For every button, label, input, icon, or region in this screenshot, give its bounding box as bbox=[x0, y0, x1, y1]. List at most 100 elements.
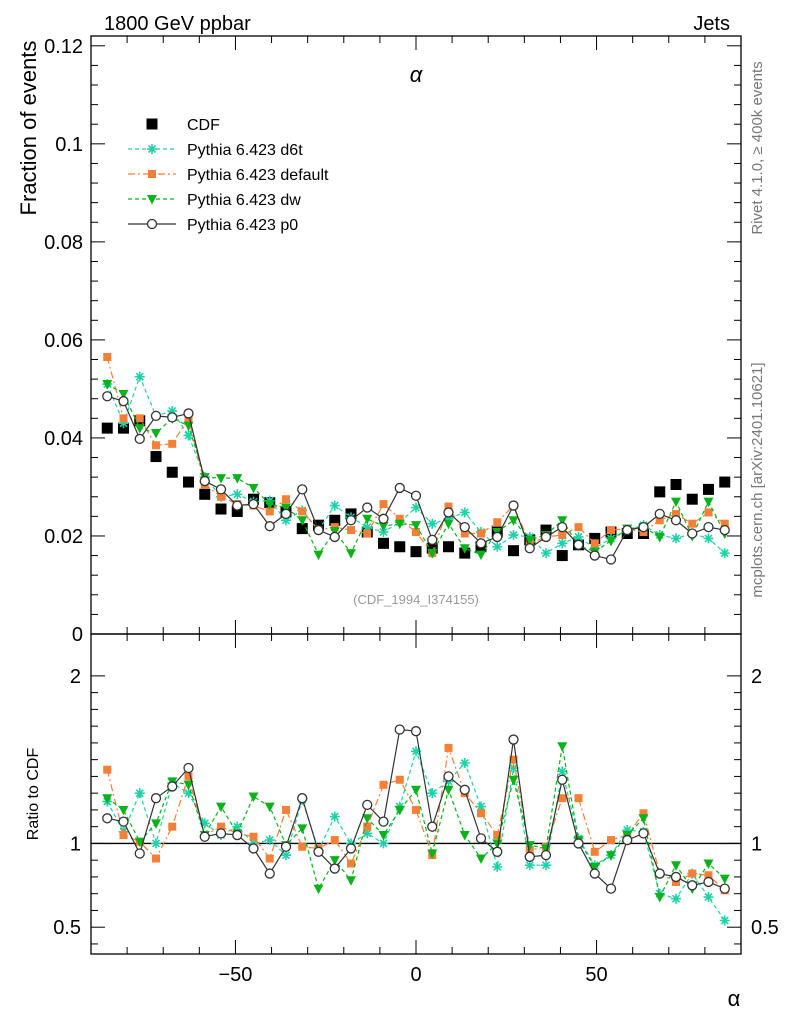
ratio-point-dw-35 bbox=[671, 861, 681, 871]
ratio-point-default-37 bbox=[704, 871, 713, 880]
legend-entry-p0: Pythia 6.423 p0 bbox=[128, 217, 298, 234]
main-point-p0-10 bbox=[264, 521, 275, 532]
main-point-p0-3 bbox=[150, 410, 162, 422]
main-point-p0-20 bbox=[427, 534, 438, 546]
legend-entry-CDF: CDF bbox=[146, 117, 220, 134]
ratio-point-p0-12 bbox=[297, 793, 308, 804]
main-point-d6t-24 bbox=[492, 541, 503, 552]
ratio-point-p0-34 bbox=[654, 868, 665, 879]
ratio-point-p0-6 bbox=[199, 831, 210, 842]
ratio-y-axis: 0.5 0.5 1 1 2 2 bbox=[53, 666, 779, 945]
x-tick-label: 0 bbox=[410, 964, 421, 986]
ratio-point-p0-2 bbox=[134, 848, 145, 859]
main-point-p0-2 bbox=[134, 433, 145, 445]
main-point-CDF-18 bbox=[394, 541, 406, 553]
ratio-y-tick-label: 2 bbox=[70, 666, 81, 688]
ratio-point-p0-0 bbox=[102, 813, 113, 824]
ratio-point-p0-28 bbox=[557, 774, 568, 785]
ratio-point-dw-28 bbox=[557, 742, 568, 752]
main-point-CDF-4 bbox=[166, 466, 178, 478]
x-axis: −50 0 50 bbox=[90, 36, 742, 986]
legend-marker-d6t bbox=[147, 144, 157, 154]
main-point-d6t-29 bbox=[573, 531, 584, 542]
ratio-point-p0-8 bbox=[232, 829, 243, 841]
main-point-default-17 bbox=[379, 500, 388, 509]
main-point-p0-27 bbox=[540, 531, 552, 543]
main-series-group bbox=[101, 353, 731, 565]
main-point-default-0 bbox=[103, 353, 112, 362]
main-point-dw-9 bbox=[248, 483, 259, 494]
ratio-point-d6t-37 bbox=[703, 892, 714, 903]
ratio-point-default-1 bbox=[119, 831, 128, 840]
main-point-p0-17 bbox=[378, 513, 389, 524]
main-point-p0-24 bbox=[492, 531, 503, 543]
main-point-default-10 bbox=[265, 507, 274, 516]
main-point-dw-28 bbox=[557, 516, 568, 526]
main-point-p0-6 bbox=[199, 475, 210, 487]
main-point-dw-11 bbox=[281, 503, 291, 514]
ratio-point-dw-13 bbox=[313, 884, 324, 895]
ratio-point-default-21 bbox=[444, 743, 453, 752]
ratio-point-d6t-27 bbox=[541, 860, 551, 871]
ratio-point-default-23 bbox=[477, 809, 485, 818]
ratio-point-d6t-11 bbox=[281, 850, 291, 861]
ratio-point-p0-23 bbox=[475, 833, 487, 844]
ratio-point-dw-19 bbox=[411, 785, 421, 796]
main-point-default-29 bbox=[574, 523, 583, 532]
header-right-label: Jets bbox=[693, 13, 730, 35]
main-point-dw-2 bbox=[134, 424, 145, 434]
ratio-point-d6t-16 bbox=[362, 828, 373, 839]
main-point-dw-7 bbox=[216, 474, 226, 484]
main-point-p0-35 bbox=[670, 515, 682, 526]
main-point-default-16 bbox=[363, 529, 372, 538]
ratio-point-dw-7 bbox=[216, 802, 226, 813]
main-y-tick-label: 0 bbox=[72, 624, 83, 646]
ratio-point-p0-15 bbox=[345, 843, 357, 854]
ratio-point-default-3 bbox=[152, 854, 160, 863]
main-y-tick-label: 0.02 bbox=[44, 526, 83, 548]
main-point-p0-18 bbox=[394, 482, 405, 494]
ratio-point-default-15 bbox=[347, 859, 355, 868]
main-point-dw-1 bbox=[118, 389, 129, 400]
ratio-point-dw-2 bbox=[134, 837, 145, 848]
legend: CDF Pythia 6.423 d6t Pythia 6.423 default P… bbox=[128, 117, 329, 234]
ratio-point-dw-37 bbox=[703, 859, 714, 870]
ratio-point-p0-22 bbox=[459, 784, 470, 795]
ratio-point-p0-31 bbox=[605, 883, 617, 894]
main-point-d6t-19 bbox=[411, 502, 421, 513]
main-point-CDF-36 bbox=[686, 493, 698, 505]
main-point-p0-23 bbox=[475, 538, 487, 549]
main-point-default-7 bbox=[217, 492, 225, 501]
ratio-point-dw-0 bbox=[102, 794, 113, 804]
ratio-point-p0-29 bbox=[573, 838, 584, 849]
ratio-point-p0-26 bbox=[524, 851, 535, 862]
ratio-point-default-28 bbox=[558, 794, 567, 803]
main-point-d6t-27 bbox=[541, 548, 551, 559]
main-point-p0-16 bbox=[362, 502, 373, 513]
main-series-p0 bbox=[102, 391, 730, 565]
main-point-p0-37 bbox=[703, 521, 714, 533]
main-point-d6t-5 bbox=[183, 430, 194, 441]
main-point-d6t-11 bbox=[281, 515, 291, 526]
ratio-point-d6t-17 bbox=[378, 838, 389, 849]
main-point-default-24 bbox=[493, 518, 502, 527]
ratio-point-p0-18 bbox=[394, 724, 405, 735]
main-point-p0-7 bbox=[215, 484, 227, 495]
main-point-CDF-0 bbox=[101, 422, 113, 434]
main-point-dw-31 bbox=[606, 536, 616, 547]
ratio-point-d6t-3 bbox=[151, 838, 161, 849]
legend-marker-CDF bbox=[146, 118, 158, 130]
main-point-dw-35 bbox=[671, 497, 681, 508]
main-point-default-23 bbox=[477, 529, 485, 538]
ratio-point-d6t-26 bbox=[524, 860, 535, 871]
ratio-point-dw-14 bbox=[329, 856, 340, 866]
main-point-default-31 bbox=[607, 526, 615, 535]
main-point-default-36 bbox=[688, 519, 697, 528]
legend-entry-default: Pythia 6.423 default bbox=[128, 167, 329, 184]
legend-marker-p0 bbox=[146, 218, 158, 230]
main-point-p0-29 bbox=[573, 539, 584, 550]
ratio-point-p0-11 bbox=[280, 841, 292, 852]
legend-marker-dw bbox=[147, 195, 157, 205]
ratio-point-default-4 bbox=[168, 822, 177, 831]
main-point-dw-37 bbox=[703, 497, 714, 508]
